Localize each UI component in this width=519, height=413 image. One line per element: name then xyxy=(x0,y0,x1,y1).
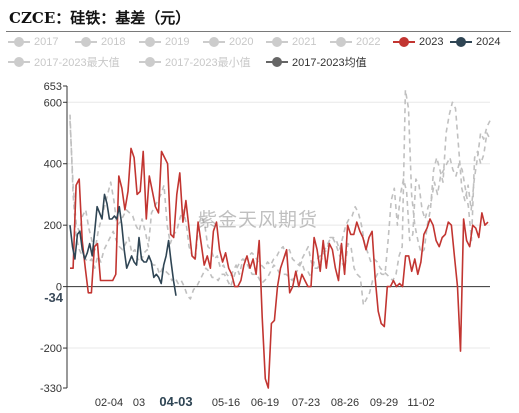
series-line-2017-2023最小值 xyxy=(69,114,491,306)
series-line-2024 xyxy=(69,193,177,296)
legend-symbol-icon xyxy=(266,56,288,68)
chart-title: CZCE：硅铁：基差（元） xyxy=(9,9,191,27)
legend-symbol-icon xyxy=(8,56,30,68)
legend-label: 2023 xyxy=(419,36,444,48)
legend-label: 2017 xyxy=(34,36,59,48)
watermark: 紫金天风期货 xyxy=(198,210,319,231)
legend-item-2023[interactable]: 2023 xyxy=(393,34,443,50)
legend-item-2024[interactable]: 2024 xyxy=(450,34,500,50)
legend-label: 2020 xyxy=(229,36,254,48)
legend-item-2017[interactable]: 2017 xyxy=(8,34,58,50)
y-tick-label: 400 xyxy=(44,159,62,171)
legend-item-2020[interactable]: 2020 xyxy=(203,34,253,50)
y-tick-label: 600 xyxy=(44,97,62,109)
x-tick-label: 08-26 xyxy=(331,397,359,409)
series-line-2023 xyxy=(70,147,489,389)
x-tick-label: 04-03 xyxy=(159,394,192,409)
legend-label: 2017-2023均值 xyxy=(292,57,367,69)
y-tick-label: 653 xyxy=(44,81,62,93)
x-tick-label: 03 xyxy=(133,397,145,409)
title-divider xyxy=(6,31,511,32)
legend-item-2019[interactable]: 2019 xyxy=(139,34,189,50)
legend-item-2022[interactable]: 2022 xyxy=(330,34,380,50)
legend-symbol-icon xyxy=(330,36,352,48)
y-tick-label: 0 xyxy=(56,282,62,294)
legend-item-2018[interactable]: 2018 xyxy=(75,34,125,50)
legend-symbol-icon xyxy=(8,36,30,48)
legend-symbol-icon xyxy=(139,56,161,68)
legend-symbol-icon xyxy=(139,36,161,48)
legend-label: 2024 xyxy=(476,36,501,48)
legend-label: 2017-2023最大值 xyxy=(34,57,120,69)
y-marker-label: -34 xyxy=(44,290,64,305)
legend-item-2017-2023均值[interactable]: 2017-2023均值 xyxy=(266,54,367,70)
x-tick-label: 02-04 xyxy=(95,397,123,409)
legend-item-2017-2023最大值[interactable]: 2017-2023最大值 xyxy=(8,54,120,70)
legend-item-2017-2023最小值[interactable]: 2017-2023最小值 xyxy=(139,54,251,70)
title-bar: CZCE：硅铁：基差（元） xyxy=(0,0,519,32)
legend-item-2021[interactable]: 2021 xyxy=(266,34,316,50)
legend-symbol-icon xyxy=(203,36,225,48)
legend-label: 2019 xyxy=(165,36,190,48)
y-tick-label: -200 xyxy=(40,343,62,355)
y-tick-label: 200 xyxy=(44,220,62,232)
y-tick-label: -330 xyxy=(40,383,62,395)
legend-label: 2021 xyxy=(292,36,317,48)
x-tick-label: 05-16 xyxy=(212,397,240,409)
x-tick-label: 09-29 xyxy=(370,397,398,409)
legend-symbol-icon xyxy=(393,36,415,48)
x-tick-label: 11-02 xyxy=(407,397,434,409)
series-line-2017-2023最大值 xyxy=(69,89,491,282)
legend-symbol-icon xyxy=(450,36,472,48)
legend-symbol-icon xyxy=(266,36,288,48)
legend-label: 2017-2023最小值 xyxy=(165,57,251,69)
chart-legend: 2017 2018 2019 2020 2021 2022 2023 2024 2017-202… xyxy=(8,34,513,74)
legend-symbol-icon xyxy=(75,36,97,48)
x-tick-label: 06-19 xyxy=(251,397,279,409)
legend-label: 2022 xyxy=(356,36,381,48)
x-tick-label: 07-23 xyxy=(292,397,320,409)
legend-label: 2018 xyxy=(101,36,126,48)
